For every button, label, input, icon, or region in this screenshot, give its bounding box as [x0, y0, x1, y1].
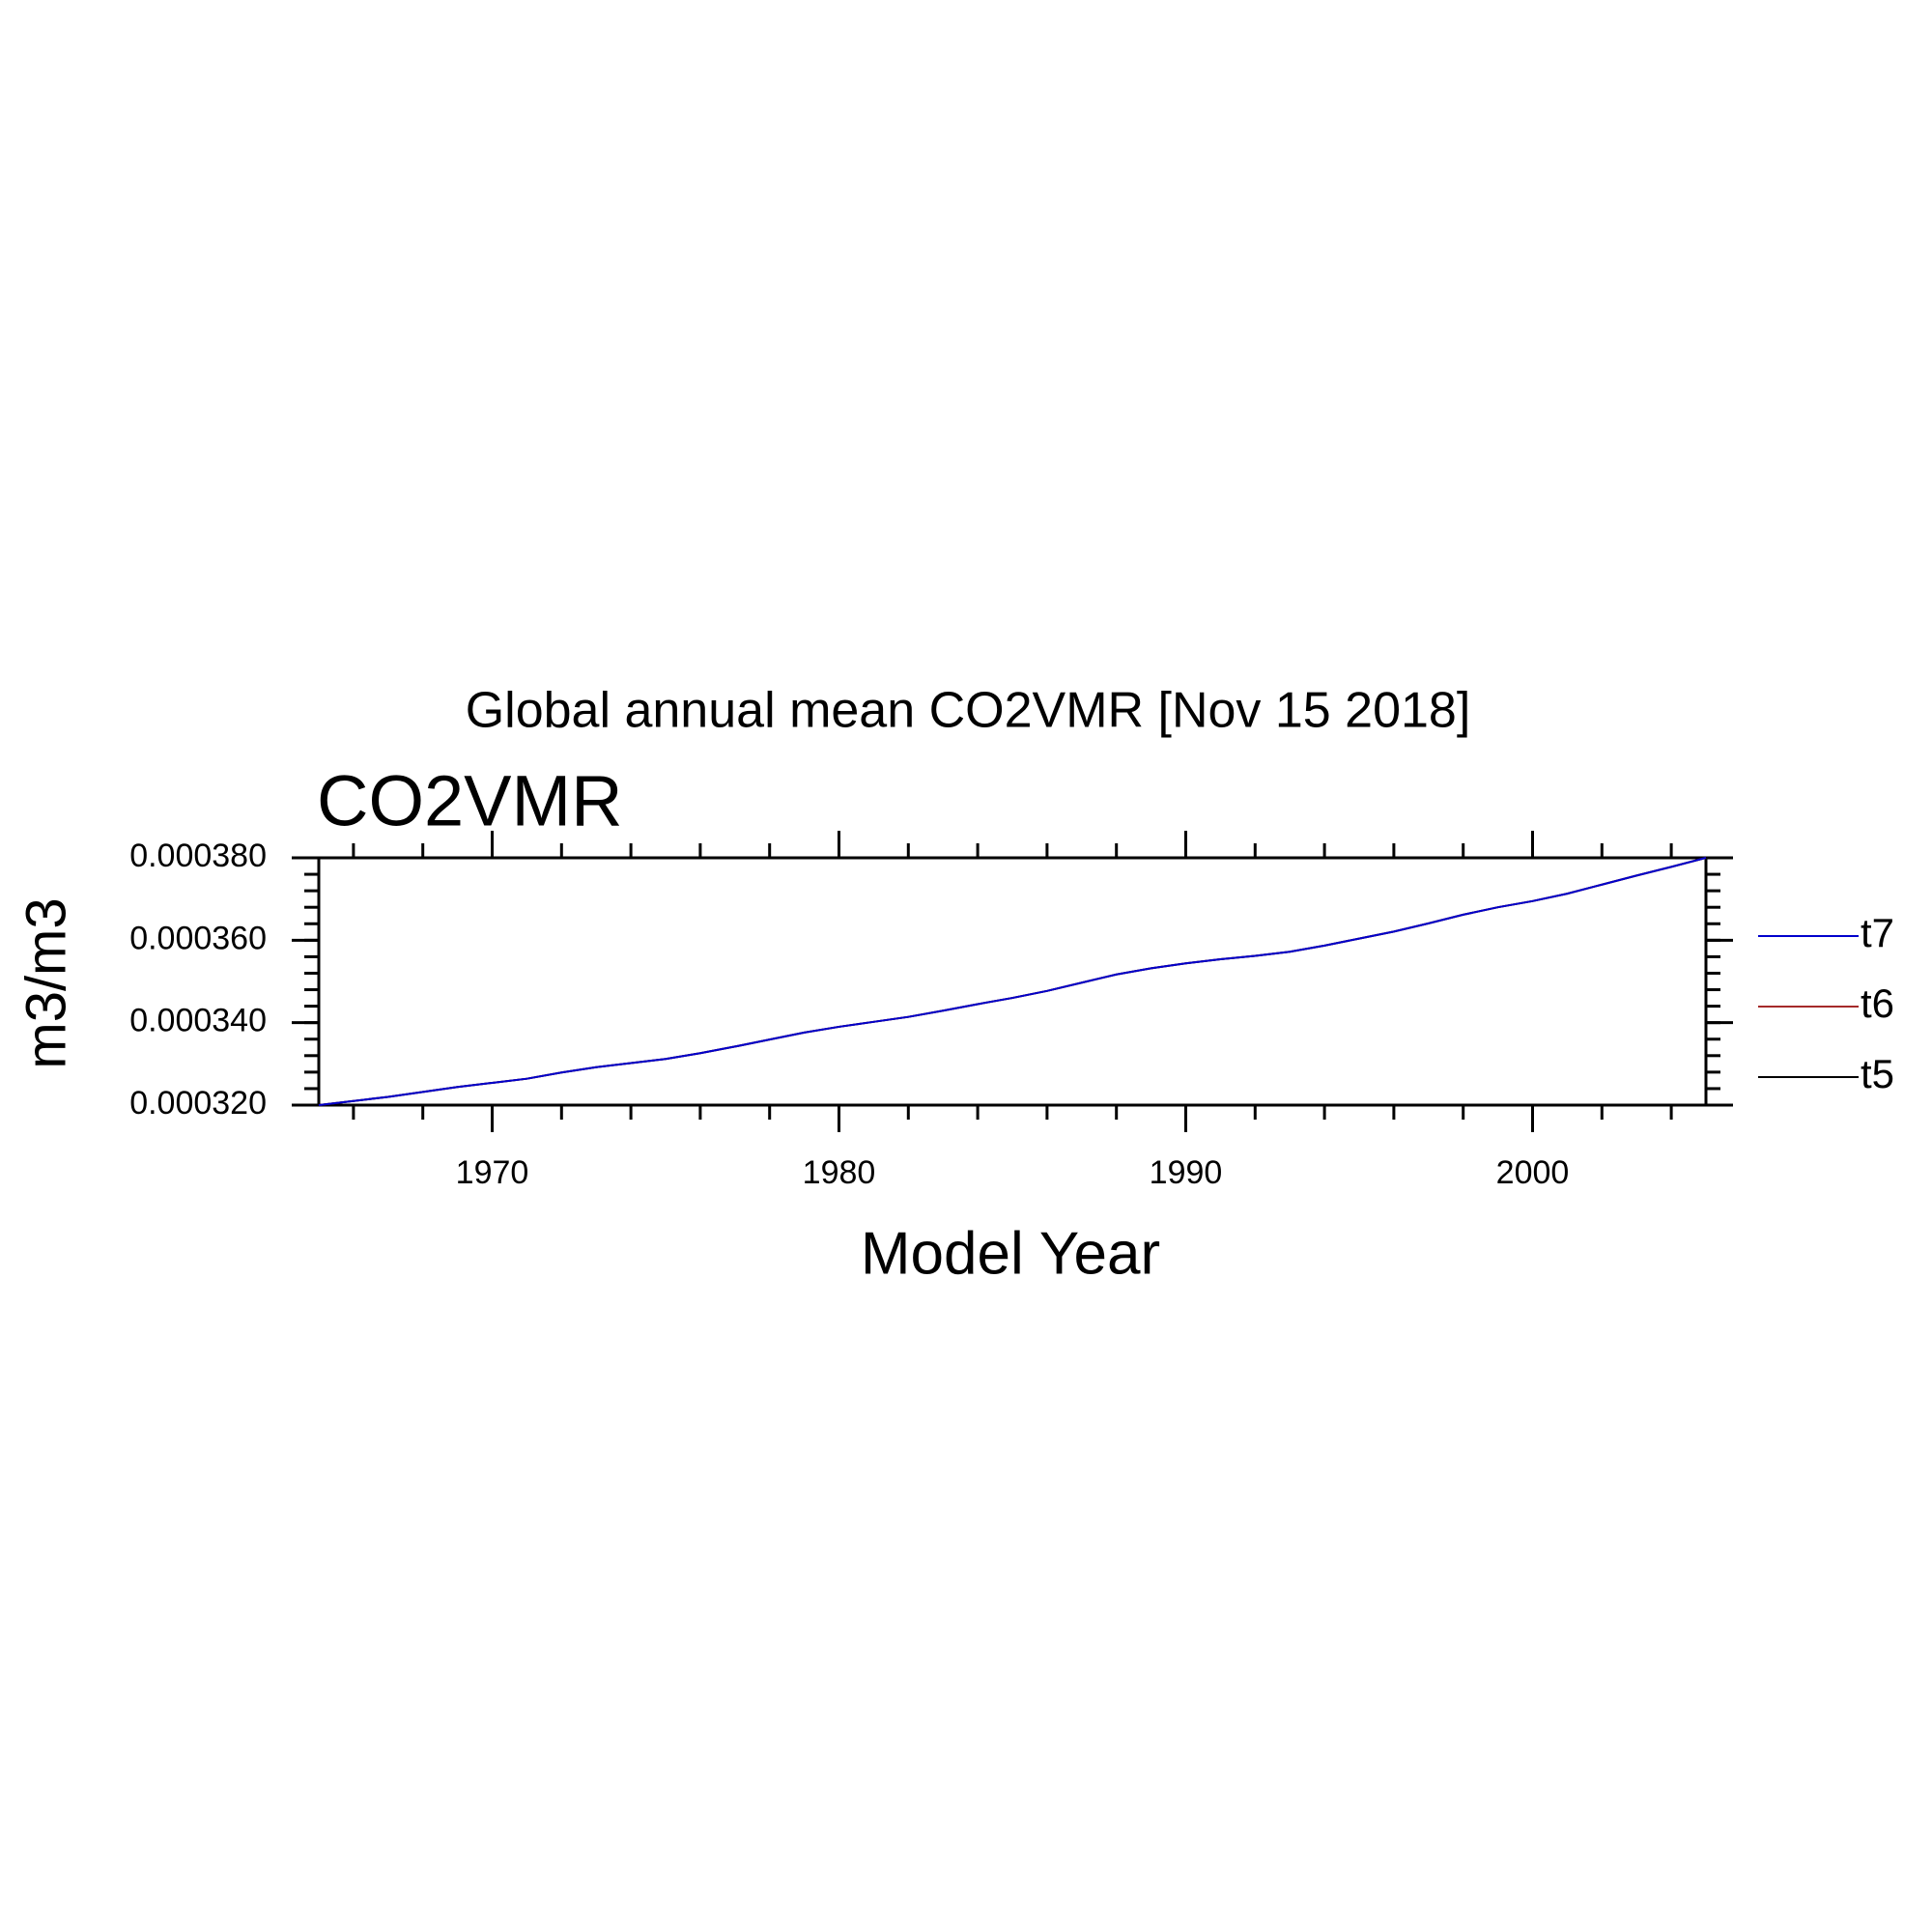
x-axis-label: Model Year [861, 1220, 1160, 1287]
chart-subtitle: CO2VMR [317, 761, 623, 841]
x-tick-label: 1980 [803, 1154, 876, 1191]
legend-label: t7 [1861, 910, 1894, 955]
x-tick-label: 2000 [1496, 1154, 1570, 1191]
series-line [318, 857, 1707, 1106]
y-tick-label: 0.000380 [129, 838, 267, 874]
legend-label: t6 [1861, 980, 1894, 1026]
legend-label: t5 [1861, 1051, 1894, 1096]
y-tick-label: 0.000360 [129, 920, 267, 956]
x-tick-label: 1970 [456, 1154, 529, 1191]
chart-title: Global annual mean CO2VMR [Nov 15 2018] [466, 683, 1471, 739]
y-axis-label: m3/m3 [14, 897, 77, 1068]
y-tick-label: 0.000320 [129, 1085, 267, 1122]
y-tick-label: 0.000340 [129, 1003, 267, 1039]
x-tick-label: 1990 [1150, 1154, 1223, 1191]
